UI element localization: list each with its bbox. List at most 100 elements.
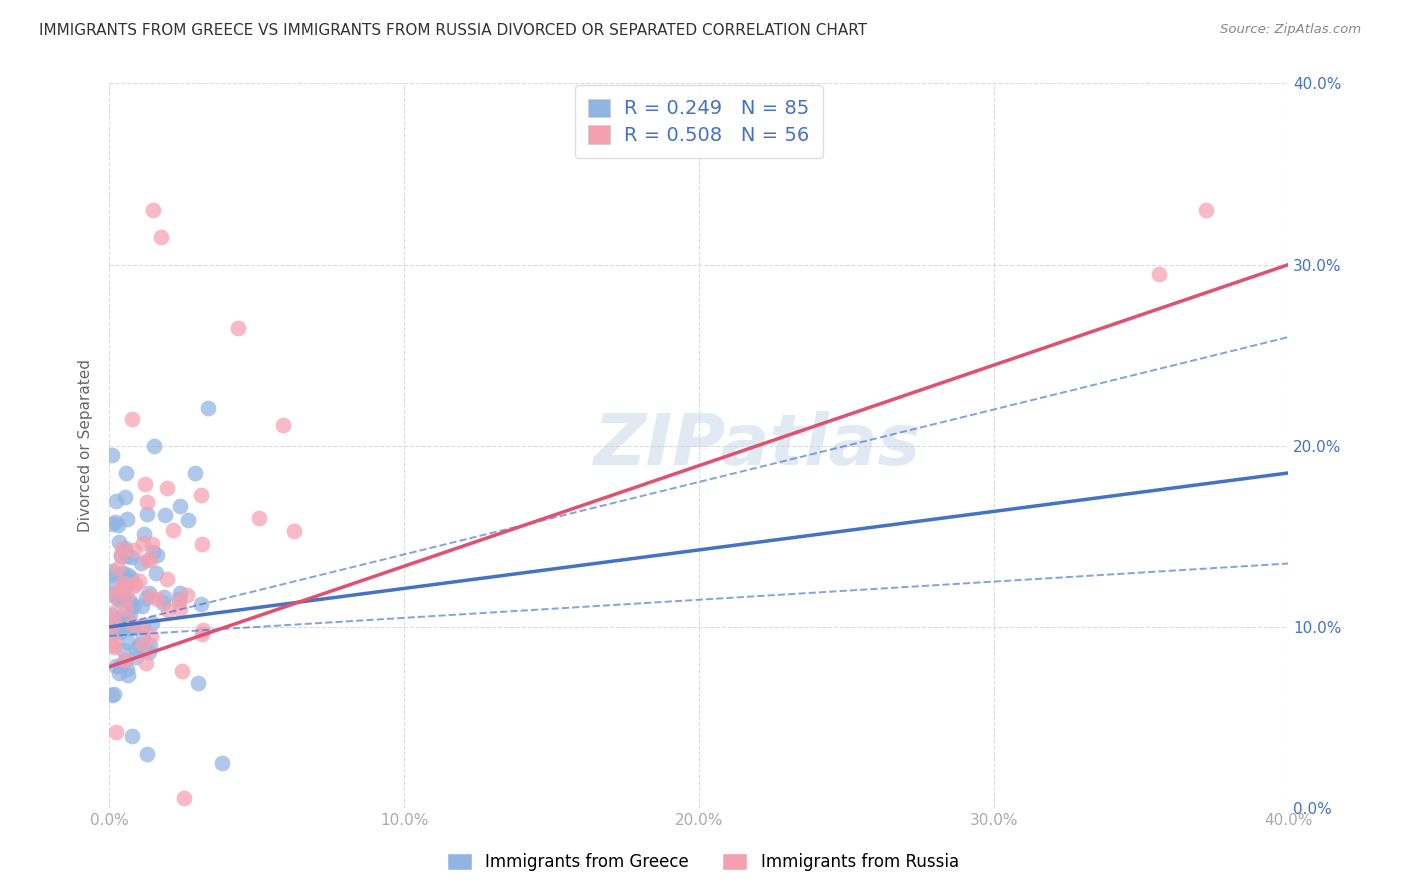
Point xyxy=(125,642,148,657)
Point xyxy=(108,625,131,640)
Point xyxy=(138,645,160,659)
Point xyxy=(134,477,156,491)
Point xyxy=(101,688,124,702)
Point xyxy=(149,230,172,244)
Point xyxy=(103,515,125,529)
Point xyxy=(114,490,136,504)
Point xyxy=(138,586,160,600)
Point xyxy=(114,601,136,615)
Point xyxy=(169,586,191,600)
Point xyxy=(110,583,132,598)
Point xyxy=(142,439,165,453)
Point xyxy=(176,588,198,602)
Point xyxy=(105,611,128,625)
Point xyxy=(110,621,132,635)
Point xyxy=(211,756,233,770)
Point xyxy=(191,536,214,550)
Point xyxy=(111,566,134,580)
Point xyxy=(139,553,162,567)
Point xyxy=(104,625,127,640)
Point xyxy=(162,523,184,537)
Point xyxy=(177,513,200,527)
Point xyxy=(191,624,214,638)
Point xyxy=(131,620,153,634)
Point xyxy=(153,508,176,523)
Point xyxy=(101,516,124,531)
Point xyxy=(117,634,139,648)
Point xyxy=(105,659,128,673)
Point xyxy=(187,675,209,690)
Point xyxy=(118,594,141,608)
Legend: R = 0.249   N = 85, R = 0.508   N = 56: R = 0.249 N = 85, R = 0.508 N = 56 xyxy=(575,86,823,158)
Point xyxy=(120,550,142,565)
Point xyxy=(129,556,152,570)
Point xyxy=(135,656,157,670)
Point xyxy=(1147,267,1170,281)
Point xyxy=(142,203,165,218)
Y-axis label: Divorced or Separated: Divorced or Separated xyxy=(79,359,93,533)
Point xyxy=(157,603,180,617)
Point xyxy=(115,549,138,564)
Point xyxy=(271,418,294,433)
Point xyxy=(124,542,146,557)
Text: IMMIGRANTS FROM GREECE VS IMMIGRANTS FROM RUSSIA DIVORCED OR SEPARATED CORRELATI: IMMIGRANTS FROM GREECE VS IMMIGRANTS FRO… xyxy=(39,23,868,38)
Point xyxy=(142,545,165,559)
Point xyxy=(115,512,138,526)
Point xyxy=(118,607,141,622)
Point xyxy=(132,637,155,651)
Point xyxy=(114,545,136,559)
Point xyxy=(167,592,190,607)
Point xyxy=(118,574,141,588)
Point xyxy=(110,549,132,564)
Point xyxy=(101,587,124,601)
Point xyxy=(173,790,195,805)
Point xyxy=(121,616,143,631)
Point xyxy=(117,613,139,627)
Point xyxy=(101,607,124,622)
Legend: Immigrants from Greece, Immigrants from Russia: Immigrants from Greece, Immigrants from … xyxy=(439,845,967,880)
Point xyxy=(141,537,163,551)
Point xyxy=(139,638,162,652)
Point xyxy=(114,541,136,556)
Point xyxy=(111,612,134,626)
Point xyxy=(112,580,135,594)
Point xyxy=(110,548,132,562)
Point xyxy=(107,561,129,575)
Point xyxy=(1195,203,1218,218)
Point xyxy=(184,466,207,480)
Point xyxy=(101,619,124,633)
Point xyxy=(135,494,157,508)
Point xyxy=(121,729,143,743)
Point xyxy=(114,577,136,591)
Point xyxy=(103,688,125,702)
Point xyxy=(226,321,249,335)
Point xyxy=(169,593,191,607)
Point xyxy=(120,598,142,612)
Point xyxy=(115,466,138,480)
Point xyxy=(197,401,219,416)
Point xyxy=(104,604,127,618)
Point xyxy=(107,665,129,680)
Point xyxy=(117,568,139,582)
Point xyxy=(145,566,167,580)
Point xyxy=(118,621,141,635)
Point xyxy=(101,448,124,462)
Point xyxy=(169,602,191,616)
Point xyxy=(103,620,125,634)
Point xyxy=(152,596,174,610)
Point xyxy=(110,541,132,555)
Point xyxy=(128,639,150,653)
Point xyxy=(146,592,169,607)
Point xyxy=(169,499,191,513)
Point xyxy=(135,553,157,567)
Point xyxy=(101,567,124,582)
Point xyxy=(121,621,143,635)
Point xyxy=(101,638,124,652)
Point xyxy=(132,619,155,633)
Text: Source: ZipAtlas.com: Source: ZipAtlas.com xyxy=(1220,23,1361,37)
Point xyxy=(108,659,131,673)
Point xyxy=(152,590,174,604)
Point xyxy=(139,589,162,603)
Point xyxy=(103,576,125,591)
Point xyxy=(114,654,136,668)
